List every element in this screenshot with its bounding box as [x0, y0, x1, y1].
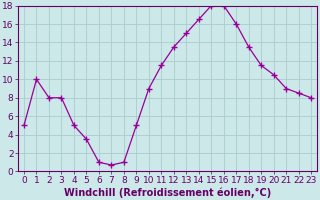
X-axis label: Windchill (Refroidissement éolien,°C): Windchill (Refroidissement éolien,°C): [64, 187, 271, 198]
